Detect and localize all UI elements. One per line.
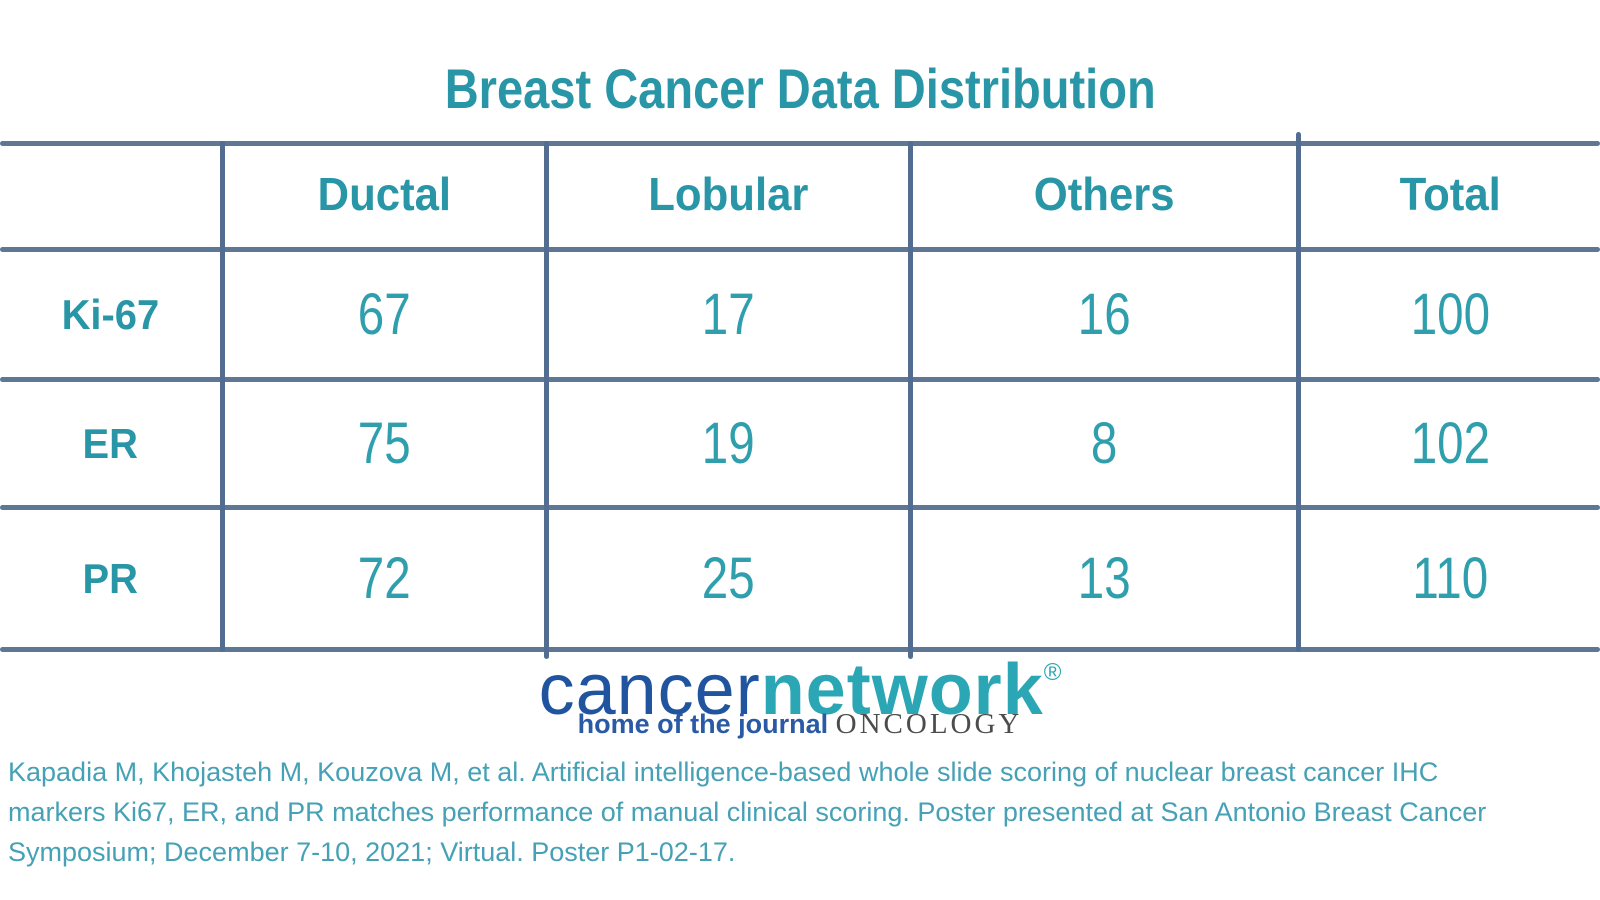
table-cell-er-ductal: 75 (358, 411, 411, 476)
table-cell-ki67-ductal: 67 (358, 282, 411, 347)
table-cell-pr-ductal: 72 (358, 546, 411, 611)
grid-hline-row1-bottom (0, 377, 1600, 382)
registered-trademark-icon: ® (1043, 659, 1062, 686)
cancernetwork-logo: cancernetwork® (0, 636, 1600, 727)
column-header-lobular: Lobular (648, 168, 809, 220)
table-cell-ki67-lobular: 17 (702, 282, 755, 347)
table-cell-pr-others: 13 (1078, 546, 1131, 611)
table-cell-er-total: 102 (1410, 411, 1491, 476)
grid-hline-header-bottom (0, 247, 1600, 252)
table-cell-ki67-total: 100 (1410, 282, 1491, 347)
logo-network-text: network (760, 650, 1044, 730)
logo-tagline: home of the journal ONCOLOGY (0, 708, 1600, 740)
citation-line-3: Symposium; December 7-10, 2021; Virtual.… (8, 837, 736, 867)
grid-hline-top (0, 141, 1600, 146)
column-header-others: Others (1034, 168, 1175, 220)
grid-vline-3 (908, 141, 913, 659)
table-cell-er-lobular: 19 (702, 411, 755, 476)
tagline-journal-name: ONCOLOGY (835, 708, 1023, 740)
row-header-pr: PR (82, 554, 138, 602)
table-cell-ki67-others: 16 (1078, 282, 1131, 347)
citation-line-1: Kapadia M, Khojasteh M, Kouzova M, et al… (8, 757, 1439, 787)
tagline-prefix-text: home of the journal (577, 709, 829, 739)
citation-line-2: markers Ki67, ER, and PR matches perform… (8, 797, 1487, 827)
page-title: Breast Cancer Data Distribution (0, 56, 1600, 121)
logo-cancer-text: cancer (538, 650, 761, 730)
column-header-total: Total (1399, 168, 1502, 220)
row-header-er: ER (82, 419, 138, 467)
table-cell-pr-total: 110 (1412, 546, 1489, 611)
citation: Kapadia M, Khojasteh M, Kouzova M, et al… (8, 752, 1600, 872)
grid-vline-1 (220, 141, 225, 652)
page-title-text: Breast Cancer Data Distribution (444, 57, 1156, 120)
column-header-ductal: Ductal (317, 168, 452, 220)
grid-vline-2 (544, 141, 549, 659)
grid-hline-bottom (0, 647, 1600, 652)
table-cell-er-others: 8 (1091, 411, 1118, 476)
grid-hline-row2-bottom (0, 505, 1600, 510)
row-header-ki67: Ki-67 (61, 290, 159, 338)
grid-vline-4 (1296, 132, 1301, 652)
table-cell-pr-lobular: 25 (702, 546, 755, 611)
